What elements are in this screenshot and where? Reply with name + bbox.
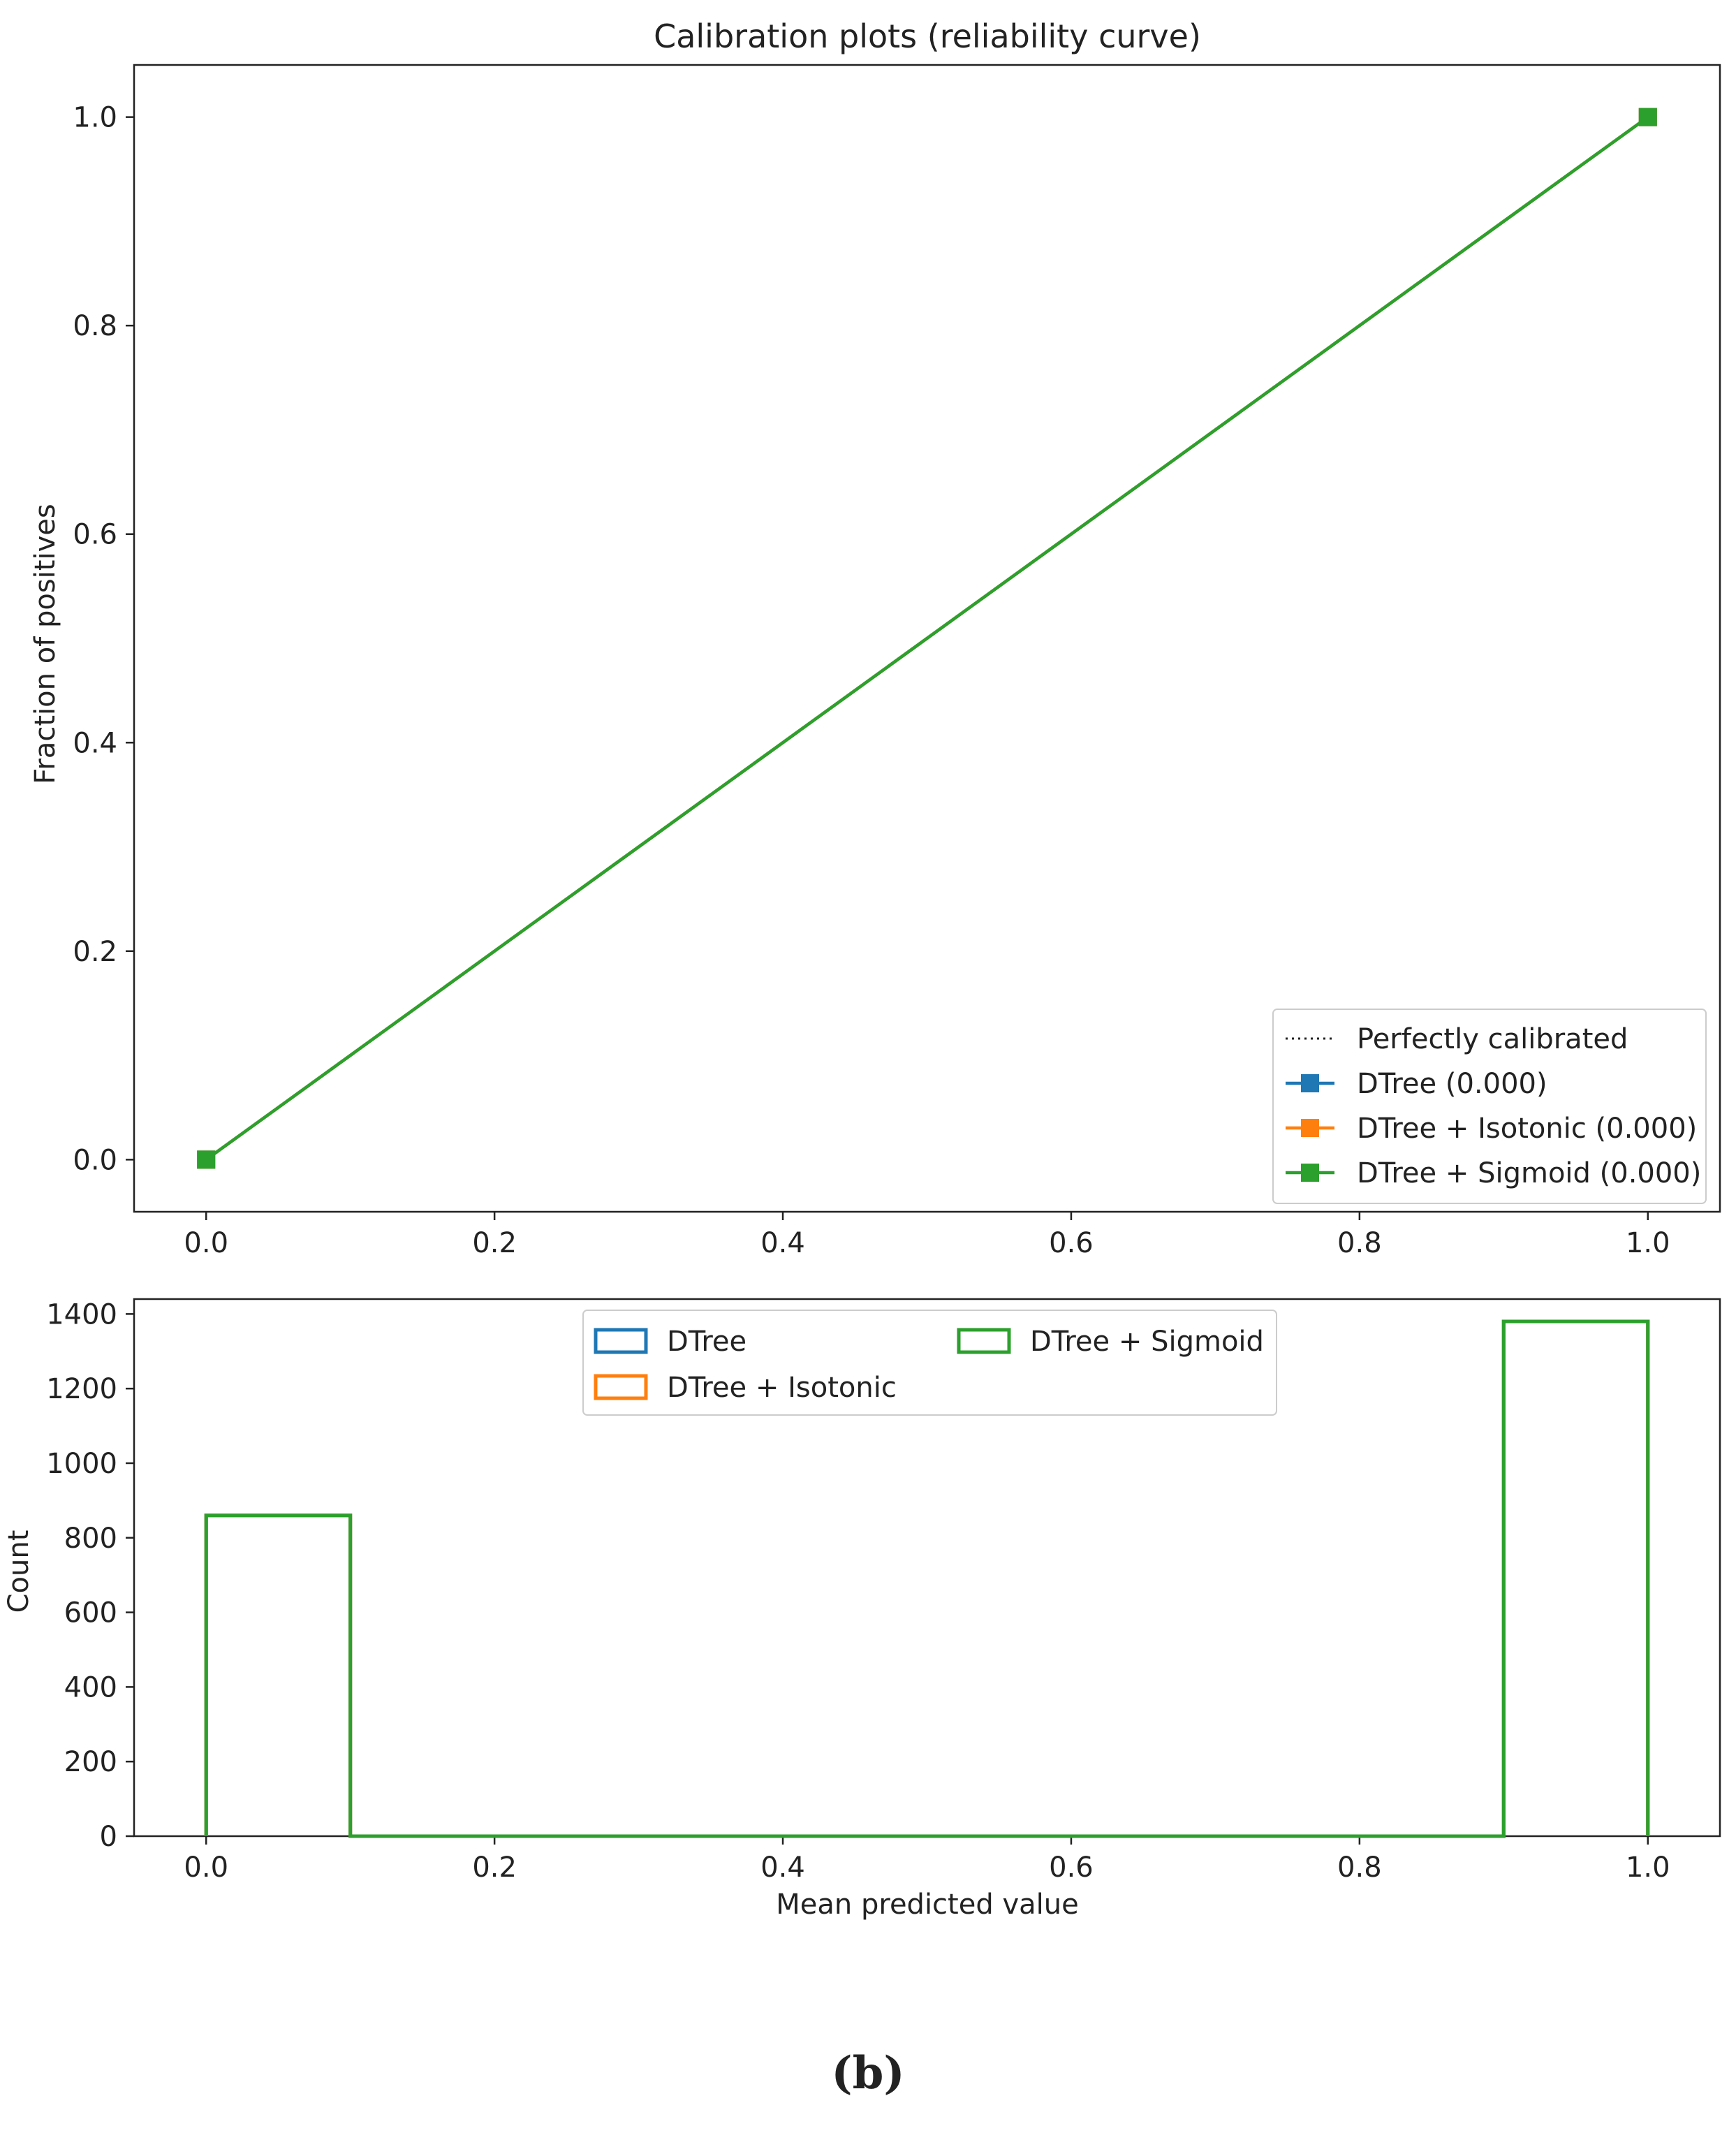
y-axis-label-calibration: Fraction of positives [29, 504, 61, 784]
x-tick-label: 0.2 [472, 1227, 517, 1259]
legend-label: DTree (0.000) [1357, 1068, 1547, 1100]
x-tick-label: 0.8 [1337, 1852, 1382, 1884]
calibration-legend: Perfectly calibrated DTree (0.000) DTree +… [1272, 1009, 1707, 1204]
y-tick-label: 800 [64, 1523, 117, 1555]
y-tick-label: 600 [64, 1597, 117, 1629]
legend-swatch-dtree-isotonic [594, 1374, 648, 1400]
x-tick-label: 1.0 [1626, 1852, 1670, 1884]
panel-caption: (b) [831, 2047, 904, 2099]
series-line-dtree-sigmoid-0-000 [205, 115, 1649, 1161]
x-tick-label: 0.4 [760, 1227, 805, 1259]
legend-swatch-dtree [594, 1328, 648, 1354]
legend-marker-dtree-0-000 [1301, 1074, 1319, 1092]
x-tick-label: 0.0 [184, 1852, 228, 1884]
legend-label: Perfectly calibrated [1357, 1023, 1628, 1055]
y-tick-label: 0.0 [73, 1144, 117, 1176]
calibration-axes-frame [133, 64, 1721, 1213]
y-tick-label: 1200 [46, 1373, 117, 1405]
y-tick-label: 400 [64, 1671, 117, 1703]
legend-label: DTree + Isotonic (0.000) [1357, 1113, 1697, 1145]
y-tick-label: 1400 [46, 1298, 117, 1331]
y-tick-label: 200 [64, 1746, 117, 1778]
data-point-dtree-sigmoid-0-000 [1638, 108, 1657, 126]
y-tick-label: 0.4 [73, 727, 117, 759]
legend-label: DTree + Sigmoid (0.000) [1357, 1157, 1701, 1189]
histogram-plot-area: 0.0 0.2 0.4 0.6 0.8 1.0 0 200 400 600 800 1000 1200 1… [46, 1298, 1721, 1884]
y-tick-label: 0 [100, 1821, 117, 1853]
y-tick-label: 1000 [46, 1448, 117, 1480]
x-tick-label: 1.0 [1626, 1227, 1670, 1259]
legend-label: DTree + Isotonic [667, 1372, 897, 1404]
y-tick-label: 0.8 [73, 310, 117, 342]
x-tick-label: 0.8 [1337, 1227, 1382, 1259]
y-tick-label: 1.0 [73, 102, 117, 134]
legend-frame [1272, 1009, 1707, 1204]
legend-swatch-dtree-sigmoid [957, 1328, 1011, 1354]
data-point-dtree-sigmoid-0-000 [197, 1150, 216, 1169]
x-tick-label: 0.6 [1049, 1852, 1094, 1884]
y-tick-label: 0.6 [73, 519, 117, 551]
x-tick-label: 0.0 [184, 1227, 228, 1259]
legend-label: DTree [667, 1326, 746, 1358]
legend-frame [582, 1310, 1277, 1416]
x-tick-label: 0.4 [760, 1852, 805, 1884]
legend-marker-dtree-isotonic-0-000 [1301, 1119, 1319, 1137]
histogram-legend: DTree DTree + Isotonic DTree + Sigmoid [582, 1310, 1277, 1416]
y-axis-label-count: Count [3, 1530, 35, 1613]
chart-title: Calibration plots (reliability curve) [654, 17, 1201, 55]
x-tick-label: 0.6 [1049, 1227, 1094, 1259]
x-axis-label-mean-predicted: Mean predicted value [776, 1889, 1078, 1921]
legend-label: DTree + Sigmoid [1030, 1326, 1264, 1358]
x-tick-label: 0.2 [472, 1852, 517, 1884]
legend-marker-dtree-sigmoid-0-000 [1301, 1164, 1319, 1182]
y-tick-label: 0.2 [73, 936, 117, 968]
histogram-step-dtree-sigmoid [204, 1319, 1650, 1838]
calibration-plot-area: 0.0 0.2 0.4 0.6 0.8 1.0 0.0 0.2 0.4 0.6 0.8 1.0 Perf… [73, 64, 1721, 1259]
